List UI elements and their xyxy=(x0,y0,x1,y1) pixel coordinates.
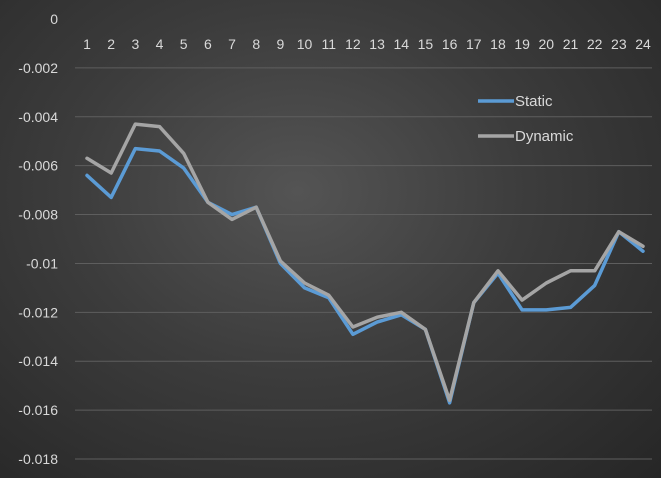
x-tick-label: 8 xyxy=(252,36,260,52)
x-tick-label: 9 xyxy=(276,36,284,52)
x-tick-label: 2 xyxy=(107,36,115,52)
y-tick-label: -0.014 xyxy=(18,353,58,369)
y-axis-ticks: 0 -0.002 -0.004 -0.006 -0.008 -0.01 -0.012 -0.0… xyxy=(18,11,58,467)
x-tick-label: 24 xyxy=(635,36,651,52)
x-tick-label: 12 xyxy=(345,36,361,52)
x-tick-label: 23 xyxy=(611,36,627,52)
y-tick-label: -0.016 xyxy=(18,402,58,418)
x-tick-label: 17 xyxy=(466,36,482,52)
x-tick-label: 22 xyxy=(587,36,603,52)
x-tick-label: 19 xyxy=(514,36,530,52)
x-tick-label: 13 xyxy=(369,36,385,52)
x-tick-label: 11 xyxy=(321,36,336,52)
x-tick-label: 4 xyxy=(156,36,164,52)
y-tick-label: -0.004 xyxy=(18,109,58,125)
legend-label-dynamic: Dynamic xyxy=(515,128,574,145)
x-tick-label: 21 xyxy=(563,36,579,52)
legend-label-static: Static xyxy=(515,93,553,110)
x-tick-label: 7 xyxy=(228,36,236,52)
x-axis-ticks: 1 2 3 4 5 6 7 8 9 10 11 12 13 14 15 16 17 18 19 20 21 22 23 24 xyxy=(83,36,651,52)
y-tick-label: -0.012 xyxy=(18,304,58,320)
x-tick-label: 16 xyxy=(442,36,458,52)
legend: Static Dynamic xyxy=(478,93,574,145)
series-line-static xyxy=(85,146,645,405)
y-tick-label: -0.008 xyxy=(18,207,58,223)
x-tick-label: 10 xyxy=(297,36,313,52)
x-tick-label: 15 xyxy=(418,36,434,52)
series-lines xyxy=(85,122,645,405)
x-tick-label: 20 xyxy=(539,36,555,52)
y-tick-label: 0 xyxy=(50,11,58,27)
series-line-dynamic xyxy=(85,122,645,403)
x-tick-label: 1 xyxy=(83,36,91,52)
y-tick-label: -0.006 xyxy=(18,158,58,174)
y-tick-label: -0.018 xyxy=(18,451,58,467)
gridlines xyxy=(75,67,652,460)
y-tick-label: -0.002 xyxy=(18,60,58,76)
x-tick-label: 18 xyxy=(490,36,506,52)
x-tick-label: 5 xyxy=(180,36,188,52)
y-tick-label: -0.01 xyxy=(26,255,58,271)
x-tick-label: 3 xyxy=(131,36,139,52)
x-tick-label: 14 xyxy=(393,36,409,52)
x-tick-label: 6 xyxy=(204,36,212,52)
